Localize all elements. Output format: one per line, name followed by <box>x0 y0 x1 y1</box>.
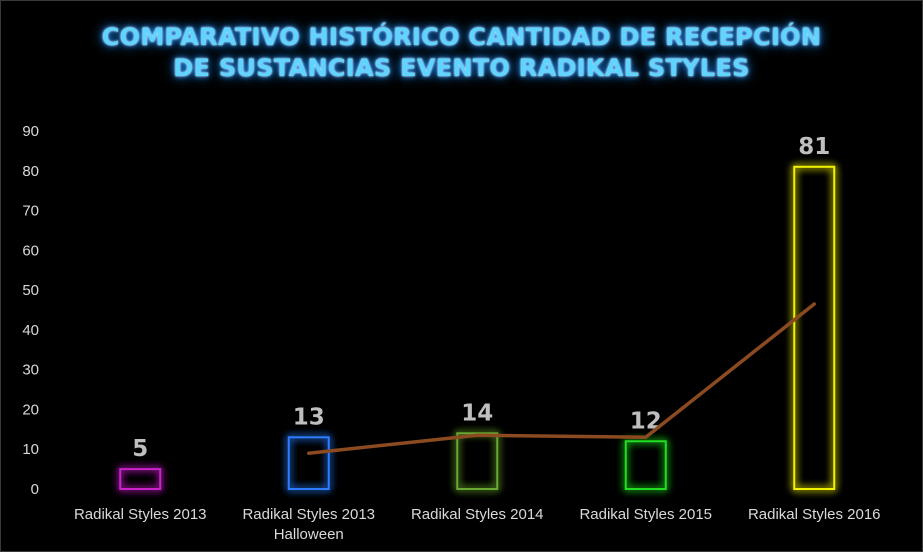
trendline <box>307 302 816 455</box>
y-tick-label: 70 <box>22 203 39 220</box>
data-label-3: 14 <box>461 400 493 426</box>
category-label: Halloween <box>274 526 344 543</box>
bar-3 <box>456 432 499 490</box>
bar-2 <box>287 436 330 490</box>
y-tick-label: 40 <box>22 322 39 339</box>
bar-1 <box>119 468 162 491</box>
y-tick-label: 10 <box>22 441 39 458</box>
chart-title-line-2: DE SUSTANCIAS EVENTO RADIKAL STYLES <box>173 54 750 82</box>
category-label: Radikal Styles 2013 <box>74 506 207 523</box>
y-tick-label: 80 <box>22 163 39 180</box>
category-label: Radikal Styles 2013 <box>242 506 375 523</box>
y-tick-label: 90 <box>22 123 39 140</box>
data-label-2: 13 <box>293 404 325 430</box>
y-tick-label: 30 <box>22 362 39 379</box>
data-label-5: 81 <box>798 134 830 160</box>
category-label: Radikal Styles 2016 <box>748 506 881 523</box>
chart-title: COMPARATIVO HISTÓRICO CANTIDAD DE RECEPC… <box>0 22 923 84</box>
y-tick-label: 0 <box>31 481 39 498</box>
chart-title-line-1: COMPARATIVO HISTÓRICO CANTIDAD DE RECEPC… <box>101 23 822 51</box>
data-label-1: 5 <box>132 436 148 462</box>
y-tick-label: 60 <box>22 242 39 259</box>
bar-5 <box>793 165 836 491</box>
bar-4 <box>624 440 667 490</box>
category-label: Radikal Styles 2015 <box>579 506 712 523</box>
y-tick-label: 50 <box>22 282 39 299</box>
category-label: Radikal Styles 2014 <box>411 506 544 523</box>
y-tick-label: 20 <box>22 401 39 418</box>
